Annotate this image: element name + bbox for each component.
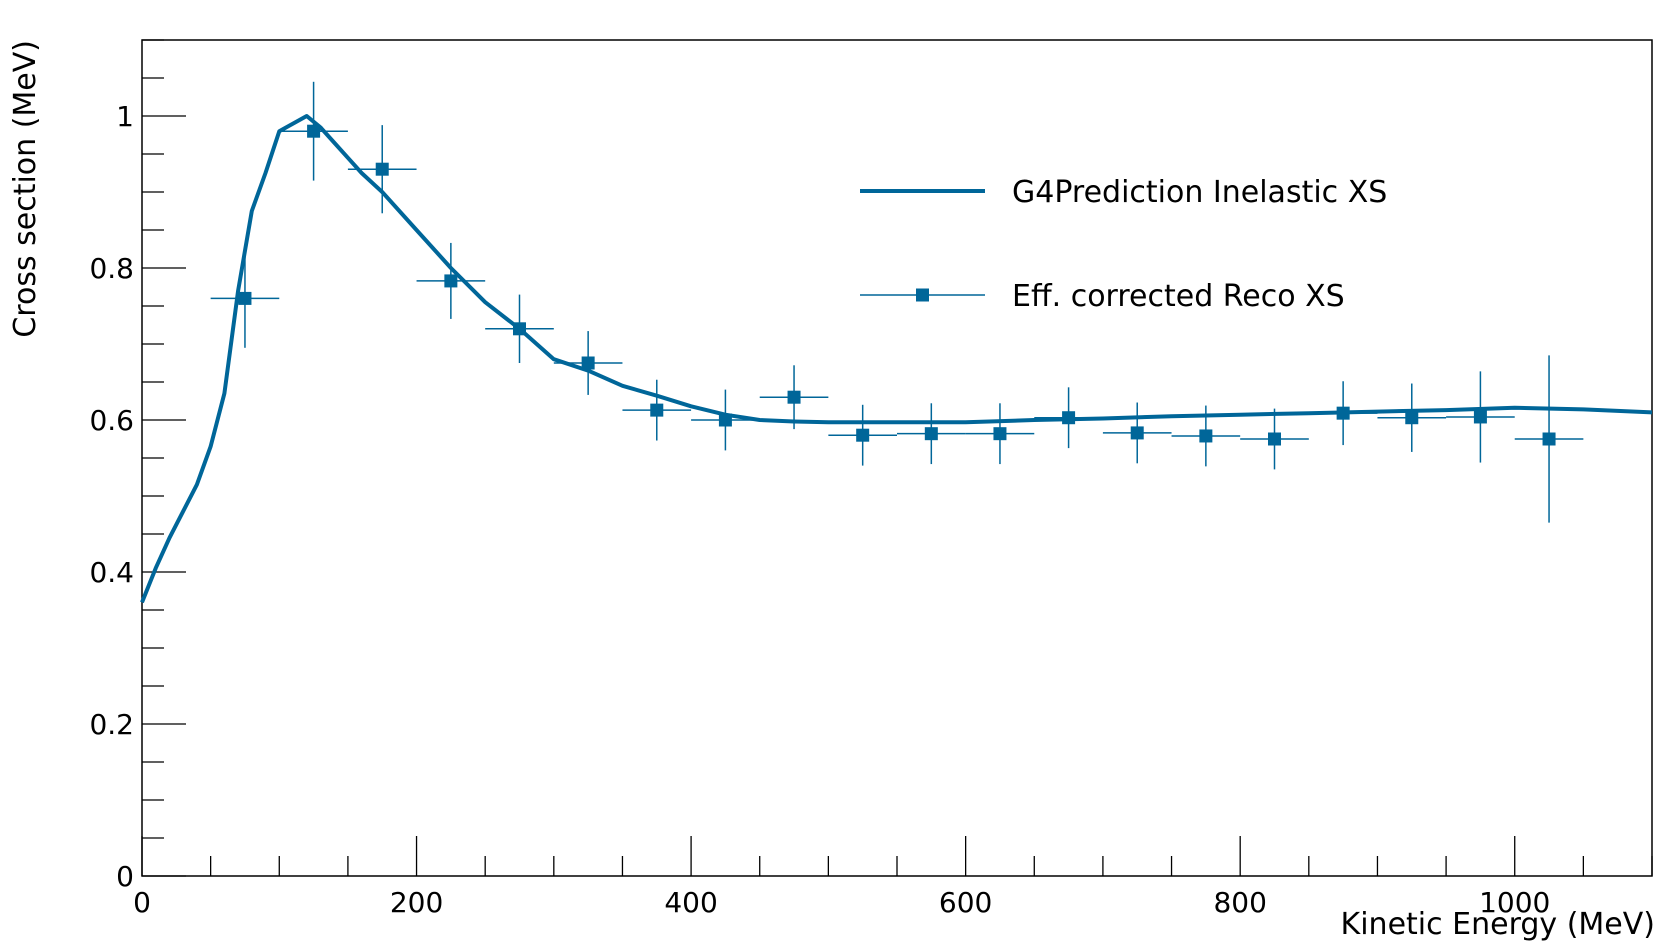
point-marker (1130, 426, 1144, 440)
point-marker (856, 428, 870, 442)
point-marker (581, 356, 595, 370)
data-point (828, 404, 897, 466)
data-point (416, 242, 486, 319)
point-marker (238, 291, 252, 305)
data-point (347, 125, 417, 214)
x-tick-label: 200 (390, 886, 443, 919)
x-tick-label: 400 (664, 886, 717, 919)
data-point (1308, 381, 1378, 446)
data-point (759, 365, 829, 430)
data-point (1377, 383, 1447, 452)
x-tick-label: 600 (939, 886, 992, 919)
x-tick-label: 800 (1213, 886, 1266, 919)
point-marker (787, 390, 801, 404)
legend: G4Prediction Inelastic XS Eff. corrected … (860, 175, 1387, 314)
data-point (553, 331, 623, 395)
point-marker (307, 124, 321, 138)
legend-label: Eff. corrected Reco XS (1012, 279, 1345, 314)
point-marker (1542, 432, 1556, 446)
data-point (622, 379, 692, 441)
point-marker (993, 427, 1007, 441)
data-point (1034, 387, 1103, 449)
y-axis-title: Cross section (MeV) (8, 40, 43, 338)
plot-frame (141, 39, 1653, 877)
y-tick-label: 0.4 (89, 556, 134, 589)
plot-border (141, 39, 1653, 877)
point-marker (1473, 410, 1487, 424)
point-marker (1405, 411, 1419, 425)
legend-label: G4Prediction Inelastic XS (1012, 175, 1387, 210)
data-point (1240, 408, 1309, 470)
y-tick-label: 0.8 (89, 252, 134, 285)
data-point (897, 403, 966, 465)
point-marker (650, 403, 664, 417)
data-point (210, 249, 280, 348)
axis-ticks: 0 200 400 600 800 1000 0 0.2 0.4 0.6 0.8 1 (89, 39, 1653, 919)
legend-marker-swatch (916, 288, 929, 302)
data-point (1102, 402, 1172, 464)
data-point (279, 81, 348, 181)
data-point (485, 294, 554, 363)
x-axis-title: Kinetic Energy (MeV) (1341, 907, 1655, 942)
point-marker (1336, 406, 1350, 420)
point-marker (444, 274, 458, 288)
prediction-line (140, 114, 1653, 604)
data-point (1171, 405, 1241, 467)
point-marker (718, 413, 732, 427)
point-marker (1199, 429, 1213, 443)
point-marker (1062, 411, 1076, 425)
prediction-curve (140, 114, 1653, 604)
x-tick-label: 1000 (1479, 886, 1550, 919)
data-point (691, 389, 760, 451)
data-point (965, 403, 1035, 465)
point-marker (375, 162, 389, 176)
data-point (1514, 355, 1584, 523)
y-tick-label: 0 (116, 860, 134, 893)
reco-points (210, 81, 1584, 523)
data-point (1446, 371, 1515, 463)
point-marker (513, 322, 526, 336)
y-tick-label: 1 (116, 100, 134, 133)
point-marker (1268, 432, 1281, 446)
point-marker (924, 427, 938, 441)
y-tick-label: 0.6 (89, 404, 134, 437)
y-tick-label: 0.2 (89, 708, 134, 741)
x-tick-label: 0 (133, 886, 151, 919)
